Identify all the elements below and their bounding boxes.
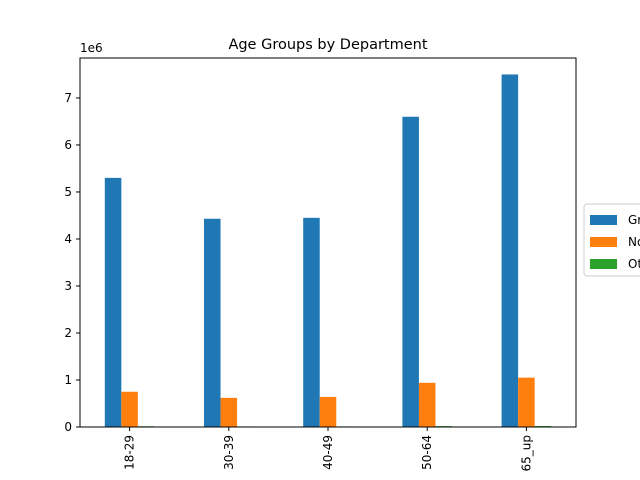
bar-no-18-29 <box>121 391 138 427</box>
x-tick-label: 40-49 <box>321 435 335 470</box>
y-tick-label: 7 <box>64 91 72 105</box>
y-axis-offset-label: 1e6 <box>80 41 103 55</box>
bar-gr-18-29 <box>104 177 122 427</box>
legend: Gr No Ot <box>583 203 640 277</box>
bar-gr-65_up <box>501 74 519 427</box>
bar-no-30-39 <box>220 397 238 427</box>
y-tick-label: 3 <box>64 279 72 293</box>
bar-no-50-64 <box>418 382 436 427</box>
bar-gr-50-64 <box>402 116 419 427</box>
bar-no-65_up <box>518 377 535 427</box>
bar-gr-40-49 <box>303 217 320 427</box>
chart-title: Age Groups by Department <box>228 37 427 53</box>
y-axis: 0 1 2 3 4 5 6 7 <box>64 91 80 434</box>
legend-swatch-ot <box>590 259 617 269</box>
y-tick-label: 1 <box>64 373 72 387</box>
x-tick-label: 18-29 <box>123 435 137 470</box>
x-tick-label: 30-39 <box>222 435 236 470</box>
bar-no-40-49 <box>319 396 337 427</box>
y-tick-label: 4 <box>64 232 72 246</box>
legend-swatch-no <box>590 237 617 247</box>
x-axis: 18-29 30-39 40-49 50-64 65_up <box>123 427 533 472</box>
y-tick-label: 5 <box>64 185 72 199</box>
y-tick-label: 2 <box>64 326 72 340</box>
bar-gr-30-39 <box>204 218 221 427</box>
legend-label-ot: Ot <box>628 257 640 271</box>
x-tick-label: 50-64 <box>420 435 434 470</box>
y-tick-label: 6 <box>64 138 72 152</box>
bars-layer <box>104 74 552 427</box>
legend-label-gr: Gr <box>628 213 640 227</box>
x-tick-label: 65_up <box>519 435 533 472</box>
legend-label-no: No <box>628 235 640 249</box>
y-tick-label: 0 <box>64 420 72 434</box>
legend-swatch-gr <box>590 215 617 225</box>
